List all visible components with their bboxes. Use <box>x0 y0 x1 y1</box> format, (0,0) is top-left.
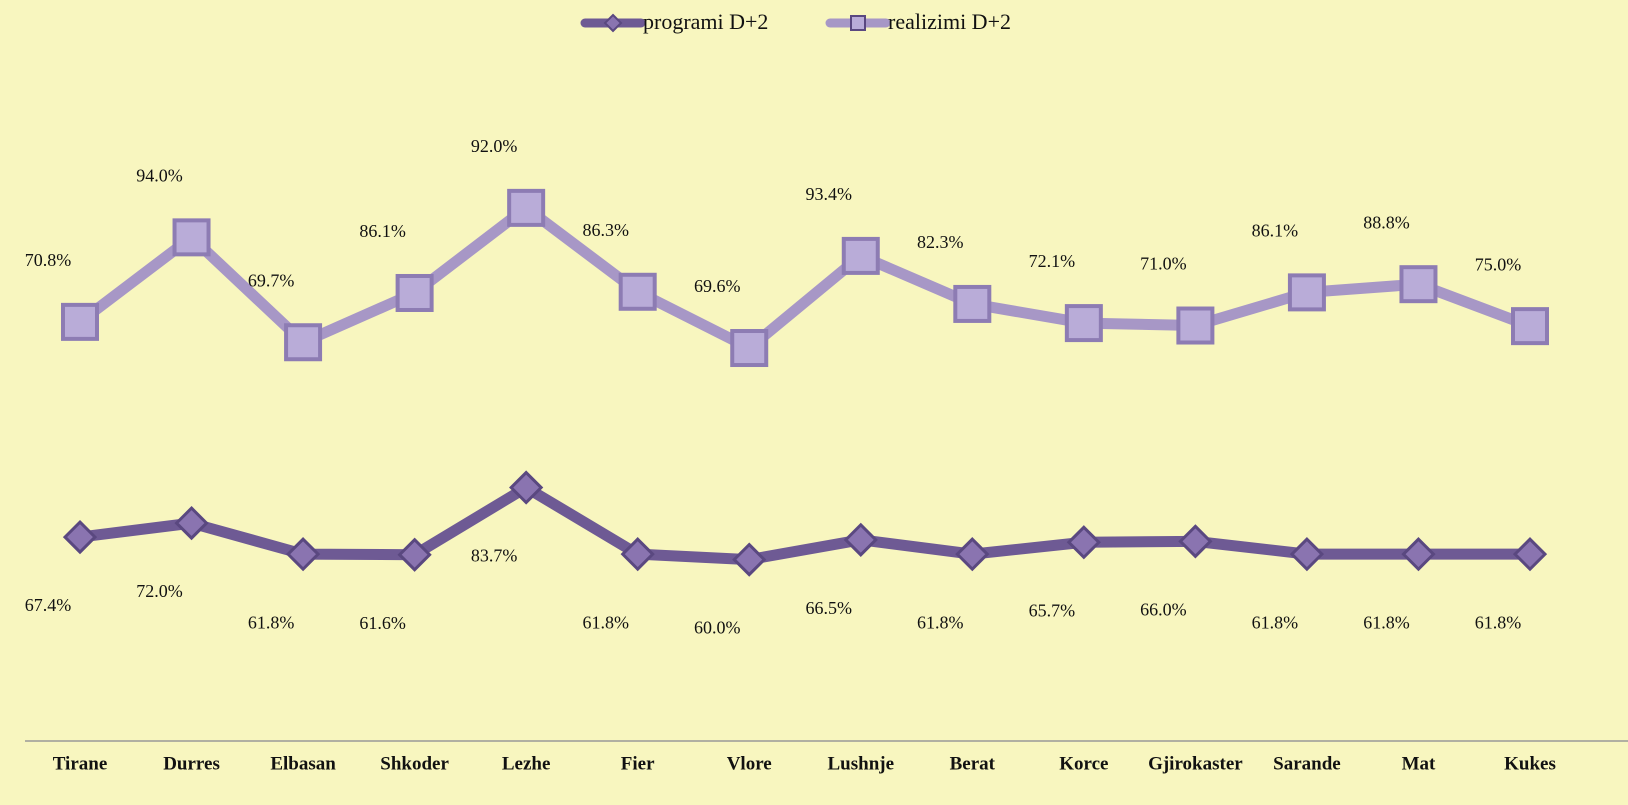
legend-label: realizimi D+2 <box>888 9 1011 34</box>
marker <box>843 522 878 557</box>
marker <box>174 505 209 541</box>
x-tick-label: Sarande <box>1273 753 1341 774</box>
marker <box>284 323 323 362</box>
marker <box>61 302 99 341</box>
data-label: 60.0% <box>694 618 741 638</box>
data-label: 88.8% <box>1363 212 1410 232</box>
marker <box>285 537 321 572</box>
data-label: 61.8% <box>1475 612 1522 632</box>
data-label: 61.8% <box>248 612 295 632</box>
data-label: 72.0% <box>136 581 183 601</box>
data-label: 92.0% <box>471 136 518 156</box>
marker <box>397 537 432 572</box>
x-tick-label: Shkoder <box>380 753 449 774</box>
marker <box>730 329 769 368</box>
data-label: 65.7% <box>1029 600 1076 620</box>
data-label: 86.1% <box>1252 221 1299 241</box>
x-tick-label: Mat <box>1402 753 1436 774</box>
data-label: 69.7% <box>248 270 295 290</box>
marker <box>62 519 98 555</box>
marker <box>732 542 767 577</box>
data-label: 66.0% <box>1140 599 1187 619</box>
data-label: 70.8% <box>25 250 72 270</box>
legend-marker <box>850 15 866 31</box>
x-tick-label: Tirane <box>53 753 108 774</box>
marker <box>1287 273 1326 312</box>
marker <box>507 188 546 227</box>
marker <box>1512 537 1548 572</box>
data-label: 86.1% <box>359 221 406 241</box>
marker <box>509 470 544 505</box>
x-tick-label: Elbasan <box>270 753 336 774</box>
x-tick-label: Korce <box>1059 753 1108 774</box>
x-tick-label: Durres <box>163 753 220 774</box>
data-label: 66.5% <box>806 598 853 618</box>
marker <box>1178 524 1213 559</box>
x-tick-label: Fier <box>621 753 655 774</box>
x-tick-label: Lezhe <box>502 753 551 774</box>
marker <box>841 236 880 275</box>
data-label: 71.0% <box>1140 254 1187 274</box>
data-label: 67.4% <box>25 595 72 615</box>
x-tick-label: Berat <box>950 753 996 774</box>
legend-marker <box>603 13 623 33</box>
data-label: 75.0% <box>1475 254 1522 274</box>
marker <box>1399 265 1438 304</box>
data-label: 61.8% <box>917 612 964 632</box>
data-label: 83.7% <box>471 546 518 566</box>
data-label: 61.8% <box>1363 612 1410 632</box>
data-label: 82.3% <box>917 232 964 252</box>
data-label: 61.8% <box>582 612 629 632</box>
marker <box>620 537 655 572</box>
marker <box>1066 525 1101 560</box>
marker <box>172 218 211 257</box>
marker <box>1401 537 1436 572</box>
x-tick-label: Kukes <box>1504 753 1556 774</box>
x-tick-label: Lushnje <box>828 753 895 774</box>
legend-label: programi D+2 <box>643 9 768 34</box>
data-label: 86.3% <box>582 220 629 240</box>
marker <box>953 284 992 323</box>
data-label: 69.6% <box>694 276 741 296</box>
data-label: 72.1% <box>1029 251 1076 271</box>
marker <box>1176 306 1215 345</box>
series-line <box>79 482 1530 566</box>
x-tick-label: Vlore <box>727 753 772 774</box>
marker <box>955 537 990 572</box>
data-label: 61.8% <box>1252 612 1299 632</box>
data-label: 93.4% <box>806 184 853 204</box>
marker <box>1511 307 1549 346</box>
x-tick-label: Gjirokaster <box>1148 753 1243 774</box>
marker <box>618 272 657 311</box>
data-label: 61.6% <box>359 613 406 633</box>
marker <box>1064 304 1103 343</box>
data-label: 94.0% <box>136 165 183 185</box>
marker <box>1289 537 1325 572</box>
marker <box>395 273 434 312</box>
